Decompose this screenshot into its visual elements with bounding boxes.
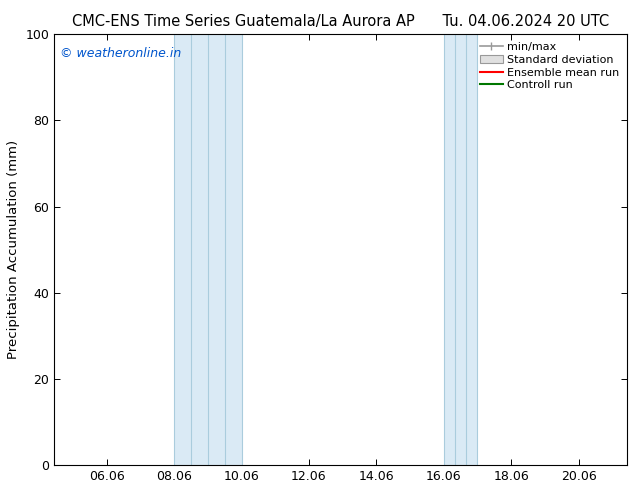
Y-axis label: Precipitation Accumulation (mm): Precipitation Accumulation (mm) [7, 140, 20, 359]
Title: CMC-ENS Time Series Guatemala/La Aurora AP      Tu. 04.06.2024 20 UTC: CMC-ENS Time Series Guatemala/La Aurora … [72, 14, 609, 29]
Bar [174, 34, 242, 465]
Bar [444, 34, 477, 465]
Legend: min/max, Standard deviation, Ensemble mean run, Controll run: min/max, Standard deviation, Ensemble me… [478, 40, 621, 93]
Text: © weatheronline.in: © weatheronline.in [60, 47, 181, 60]
